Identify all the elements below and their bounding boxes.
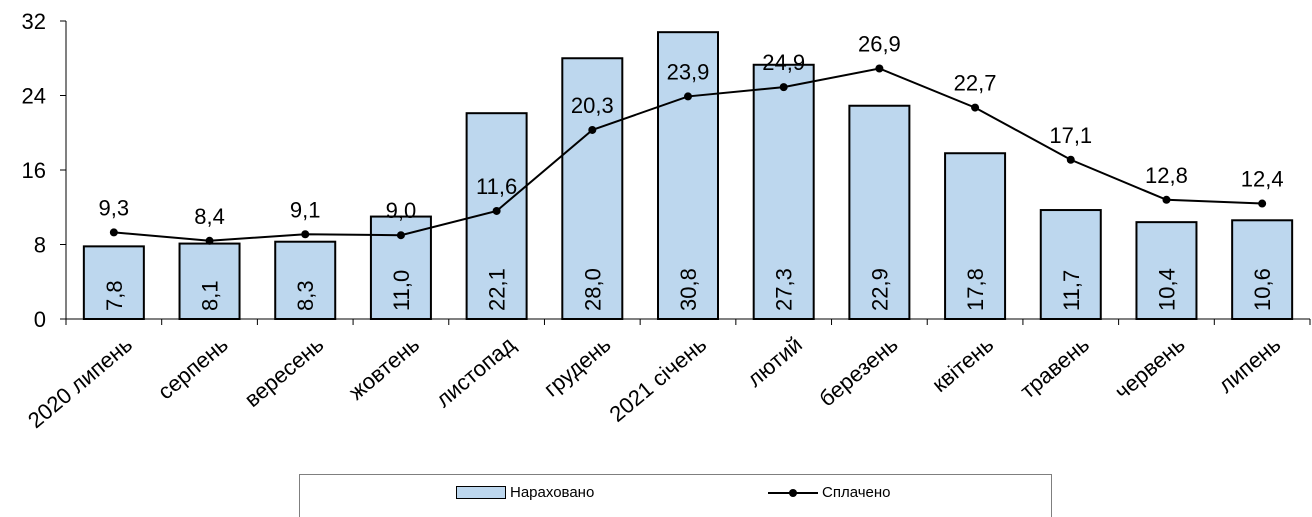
bar [178, 242, 241, 321]
line-point [1066, 155, 1075, 164]
bar-value-label: 30,8 [676, 268, 701, 311]
category-label: 2021 січень [605, 332, 712, 427]
line-value-label: 12,8 [1145, 163, 1188, 188]
y-tick-label: 24 [22, 84, 46, 109]
category-label: липень [1213, 332, 1285, 398]
category-label: листопад [431, 332, 520, 412]
bar-value-label: 22,9 [867, 268, 892, 311]
bar [1231, 219, 1294, 321]
y-tick-label: 0 [34, 307, 46, 332]
y-tick-label: 16 [22, 158, 46, 183]
bar [848, 104, 911, 321]
line-value-label: 9,3 [99, 195, 130, 220]
bar-value-label: 10,6 [1250, 268, 1275, 311]
line-value-label: 9,1 [290, 197, 321, 222]
category-label: лютий [742, 332, 807, 392]
line-point [588, 125, 597, 134]
bar [274, 240, 337, 320]
category-label: травень [1015, 332, 1094, 404]
line-point [875, 64, 884, 73]
legend: Нараховано Сплачено [299, 474, 1052, 517]
line-point [971, 103, 980, 112]
line-value-label: 9,0 [386, 198, 417, 223]
category-label: вересень [240, 332, 329, 412]
bar [82, 245, 145, 320]
line-point [684, 92, 692, 101]
bar-value-label: 8,3 [293, 280, 318, 311]
line-point [492, 206, 501, 215]
category-label: жовтень [344, 332, 424, 405]
line-value-label: 24,9 [762, 50, 805, 75]
line-point [396, 231, 405, 240]
line-value-label: 8,4 [194, 204, 225, 229]
line-value-label: 17,1 [1049, 123, 1092, 148]
line-point [779, 83, 788, 92]
category-label: квітень [927, 332, 998, 397]
bar [561, 57, 624, 320]
bar-value-label: 22,1 [485, 268, 510, 311]
line-value-label: 12,4 [1241, 167, 1284, 192]
line-value-label: 22,7 [954, 71, 997, 96]
combo-chart: 0 8 16 24 32 7,8 8,1 8,3 11,0 22,1 28,0 30,8 27,3 22,… [22, 9, 1311, 433]
bar-value-label: 11,0 [389, 270, 414, 311]
bar-value-label: 10,4 [1154, 268, 1179, 311]
bar [657, 31, 719, 321]
legend-item-accrued: Нараховано [456, 484, 594, 501]
legend-swatch-accrued [456, 486, 506, 499]
y-tick-label: 8 [34, 233, 46, 258]
line-value-label: 26,9 [858, 31, 901, 56]
line-point [1258, 199, 1267, 208]
category-label: червень [1110, 332, 1190, 405]
category-label: березень [814, 332, 902, 412]
legend-item-paid: Сплачено [768, 484, 891, 501]
bar-value-label: 8,1 [198, 280, 223, 311]
line-point [301, 230, 310, 239]
bar [1039, 209, 1102, 320]
line-value-label: 23,9 [667, 59, 710, 84]
bar-value-label: 17,8 [963, 268, 988, 311]
legend-label-accrued: Нараховано [510, 484, 595, 501]
category-label: грудень [539, 332, 616, 402]
legend-swatch-paid [768, 486, 818, 499]
line-point [109, 228, 118, 237]
category-label: серпень [153, 332, 233, 405]
bar-value-label: 27,3 [772, 268, 797, 311]
bar-value-label: 7,8 [102, 280, 127, 311]
category-label: 2020 липень [23, 332, 137, 433]
bar [1135, 221, 1198, 320]
y-tick-label: 32 [22, 9, 46, 34]
line-point [1162, 195, 1171, 204]
bar-value-label: 11,7 [1059, 270, 1084, 311]
line-value-label: 11,6 [476, 174, 517, 199]
bar [944, 152, 1007, 320]
bar-value-label: 28,0 [580, 268, 605, 311]
bar [752, 63, 815, 320]
legend-label-paid: Сплачено [822, 484, 891, 501]
line-value-label: 20,3 [571, 93, 614, 118]
line-point [205, 236, 214, 245]
